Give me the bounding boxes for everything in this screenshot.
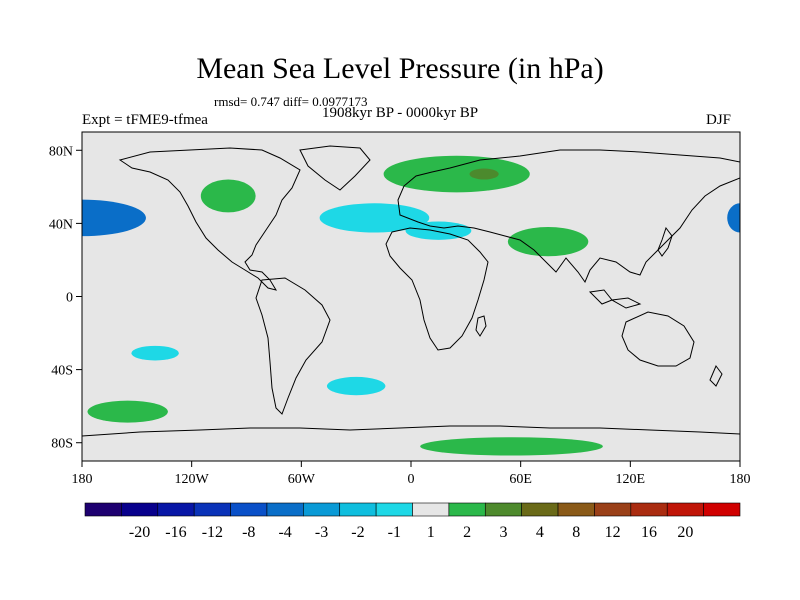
coastline-greenland: [299, 145, 371, 191]
colorbar-swatch: [703, 502, 741, 517]
y-tick-label: 40S: [51, 364, 73, 379]
colorbar-swatch: [375, 502, 413, 517]
anomaly-layer: [82, 155, 740, 456]
colorbar-swatch: [666, 502, 704, 517]
colorbar-swatch: [448, 502, 486, 517]
x-tick-label: 0: [408, 472, 415, 487]
anomaly-south-asia-high: [507, 227, 589, 257]
anomaly-mediterranean-low: [405, 221, 472, 240]
coastline-madagascar: [475, 315, 487, 337]
coastline-australia: [621, 311, 695, 367]
anomaly-south-pacific-high: [87, 400, 168, 423]
colorbar-swatch: [339, 502, 377, 517]
x-axis: 180 120W 60W 0 60E 120E 180: [72, 461, 751, 487]
colorbar-swatch: [84, 502, 122, 517]
x-tick-label: 120E: [616, 472, 646, 487]
colorbar-label: 16: [641, 524, 657, 541]
colorbar-label: -3: [315, 524, 328, 541]
colorbar-swatch: [484, 502, 522, 517]
colorbar-label: -8: [242, 524, 255, 541]
x-tick-label: 180: [72, 472, 93, 487]
colorbar-label: 1: [427, 524, 435, 541]
x-tick-label: 60E: [509, 472, 532, 487]
anomaly-south-pacific-low: [131, 345, 179, 361]
colorbar-swatch: [121, 502, 159, 517]
season-label: DJF: [706, 112, 732, 128]
anomaly-scandinavia-core: [469, 168, 499, 180]
coastline-eurasia: [397, 149, 740, 284]
colorbar: -20 -16 -12 -8 -4 -3 -2 -1 1 2 3 4 8 12 16 20: [84, 502, 741, 541]
coastline-indonesia: [588, 289, 642, 309]
anomaly-antarctic-high: [420, 437, 603, 456]
colorbar-label: -12: [202, 524, 223, 541]
colorbar-swatch: [630, 502, 668, 517]
anomaly-north-america-high: [200, 179, 256, 213]
colorbar-label: -16: [165, 524, 186, 541]
colorbar-label: 8: [572, 524, 580, 541]
colorbar-label: -1: [388, 524, 401, 541]
colorbar-swatch: [594, 502, 632, 517]
coastline-layer: [82, 145, 740, 437]
colorbar-swatch: [230, 502, 268, 517]
x-tick-label: 120W: [175, 472, 210, 487]
x-tick-label: 60W: [288, 472, 316, 487]
colorbar-swatch: [521, 502, 559, 517]
y-tick-label: 80N: [49, 144, 73, 159]
y-tick-label: 0: [66, 291, 73, 306]
y-axis: 80N 40N 0 40S 80S: [49, 144, 82, 452]
period-label: 1908kyr BP - 0000kyr BP: [322, 105, 479, 121]
y-tick-label: 80S: [51, 437, 73, 452]
x-tick-label: 180: [730, 472, 751, 487]
coastline-south-america: [255, 277, 331, 415]
colorbar-label: -20: [129, 524, 150, 541]
colorbar-label: 2: [463, 524, 471, 541]
colorbar-swatch: [412, 502, 450, 517]
colorbar-swatch: [157, 502, 195, 517]
anomaly-north-pacific-low-east: [727, 203, 740, 233]
coastline-antarctica: [82, 425, 740, 437]
colorbar-label: 3: [499, 524, 507, 541]
experiment-label: Expt = tFME9-tfmea: [82, 112, 208, 128]
colorbar-swatch: [303, 502, 341, 517]
anomaly-north-pacific-low-west: [82, 199, 146, 237]
colorbar-label: 4: [536, 524, 544, 541]
colorbar-label: -4: [278, 524, 291, 541]
stats-label: rmsd= 0.747 diff= 0.0977173: [214, 94, 368, 109]
colorbar-swatch: [193, 502, 231, 517]
coastline-africa: [385, 227, 489, 351]
coastline-new-zealand: [709, 365, 723, 387]
colorbar-label: -2: [351, 524, 364, 541]
colorbar-swatch: [266, 502, 304, 517]
colorbar-label: 12: [605, 524, 621, 541]
colorbar-swatch: [557, 502, 595, 517]
anomaly-south-atlantic-low: [326, 376, 386, 396]
y-tick-label: 40N: [49, 217, 73, 232]
coastline-japan: [657, 226, 673, 257]
anomaly-europe-high: [383, 155, 530, 193]
chart-title: Mean Sea Level Pressure (in hPa): [196, 52, 604, 85]
coastline-north-america: [118, 147, 301, 291]
anomaly-north-atlantic-low: [319, 203, 430, 233]
colorbar-label: 20: [677, 524, 693, 541]
